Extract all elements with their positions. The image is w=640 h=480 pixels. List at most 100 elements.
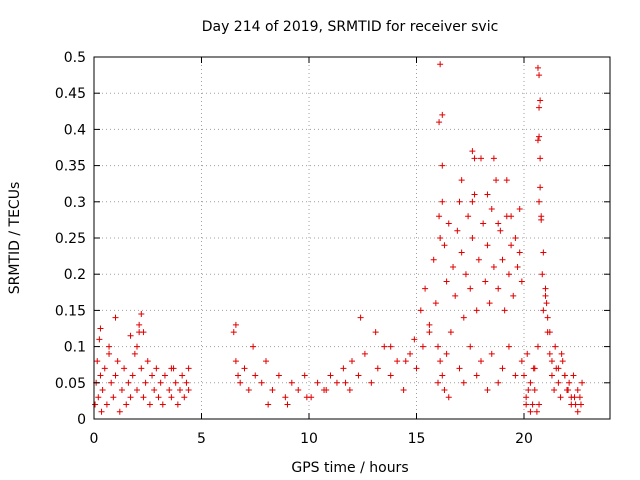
data-point <box>441 242 448 249</box>
data-point <box>174 401 181 408</box>
data-point <box>452 292 459 299</box>
data-point <box>98 408 105 415</box>
data-point <box>534 137 541 144</box>
data-point <box>108 379 115 386</box>
data-point <box>546 329 553 336</box>
data-point <box>419 343 426 350</box>
data-point <box>426 321 433 328</box>
gridlines <box>94 57 610 419</box>
data-point <box>95 394 102 401</box>
data-point <box>579 379 586 386</box>
data-point <box>536 104 543 111</box>
data-point <box>490 155 497 162</box>
data-point <box>166 387 173 394</box>
data-point <box>426 329 433 336</box>
data-point <box>443 278 450 285</box>
data-point <box>437 235 444 241</box>
data-point <box>555 379 562 386</box>
data-point <box>471 155 478 162</box>
data-point <box>542 292 549 299</box>
data-point <box>458 177 465 184</box>
data-point <box>258 379 265 386</box>
data-point <box>183 379 190 386</box>
data-point <box>512 235 519 241</box>
data-point <box>125 379 132 386</box>
data-point <box>467 285 474 292</box>
data-point <box>112 314 119 321</box>
data-point <box>106 343 113 350</box>
data-point <box>121 365 128 372</box>
data-point <box>151 387 158 394</box>
data-point <box>116 408 123 415</box>
data-point <box>539 271 546 278</box>
data-point <box>441 387 448 394</box>
data-point <box>525 387 532 394</box>
data-point <box>155 394 162 401</box>
data-point <box>92 401 99 408</box>
data-point <box>514 263 521 270</box>
data-point <box>516 206 523 213</box>
data-point <box>144 358 151 365</box>
data-point <box>531 387 538 394</box>
data-point <box>381 343 388 350</box>
data-point <box>523 394 530 401</box>
data-point <box>537 184 544 191</box>
data-point <box>127 394 134 401</box>
y-tick-label: 0.15 <box>55 303 86 319</box>
data-point <box>333 379 340 386</box>
plot-frame <box>93 56 611 420</box>
data-point <box>469 198 476 205</box>
data-point <box>473 307 480 314</box>
y-tick-label: 0.1 <box>64 340 86 356</box>
data-point <box>140 394 147 401</box>
data-point <box>529 401 536 408</box>
data-point <box>168 394 175 401</box>
data-point <box>484 387 491 394</box>
data-point <box>484 191 491 198</box>
data-point <box>557 394 564 401</box>
data-point <box>185 387 192 394</box>
data-point <box>235 372 242 379</box>
data-point <box>129 372 136 379</box>
data-point <box>439 111 446 118</box>
data-point <box>435 379 441 386</box>
data-point <box>436 213 443 220</box>
data-point <box>548 372 555 379</box>
data-point <box>465 213 472 220</box>
data-point <box>250 343 257 350</box>
data-point <box>574 387 581 394</box>
x-axis-label: GPS time / hours <box>291 460 408 476</box>
data-point <box>540 249 547 256</box>
data-point <box>407 350 414 357</box>
data-point <box>460 379 467 386</box>
data-point <box>387 343 394 350</box>
data-point <box>527 408 534 415</box>
data-point <box>495 285 502 292</box>
data-point <box>577 401 584 408</box>
data-point <box>157 379 164 386</box>
data-point <box>537 155 544 162</box>
data-point <box>241 365 248 372</box>
data-point <box>543 300 550 307</box>
data-point <box>497 227 504 234</box>
data-point <box>475 256 482 263</box>
data-point <box>576 394 583 401</box>
x-tick-label: 15 <box>408 431 426 447</box>
data-point <box>134 343 140 350</box>
data-point <box>411 336 418 343</box>
data-point <box>534 343 541 350</box>
data-point <box>551 387 558 394</box>
data-point <box>159 401 166 408</box>
data-point <box>486 300 493 307</box>
data-point <box>134 387 140 394</box>
data-point <box>282 394 289 401</box>
data-point <box>232 321 239 328</box>
data-point <box>402 358 409 365</box>
data-point <box>473 372 480 379</box>
data-point <box>437 358 444 365</box>
data-point <box>181 394 188 401</box>
data-point <box>172 379 179 386</box>
y-tick-label: 0.4 <box>64 122 86 138</box>
data-point <box>565 387 572 394</box>
data-point <box>340 365 347 372</box>
